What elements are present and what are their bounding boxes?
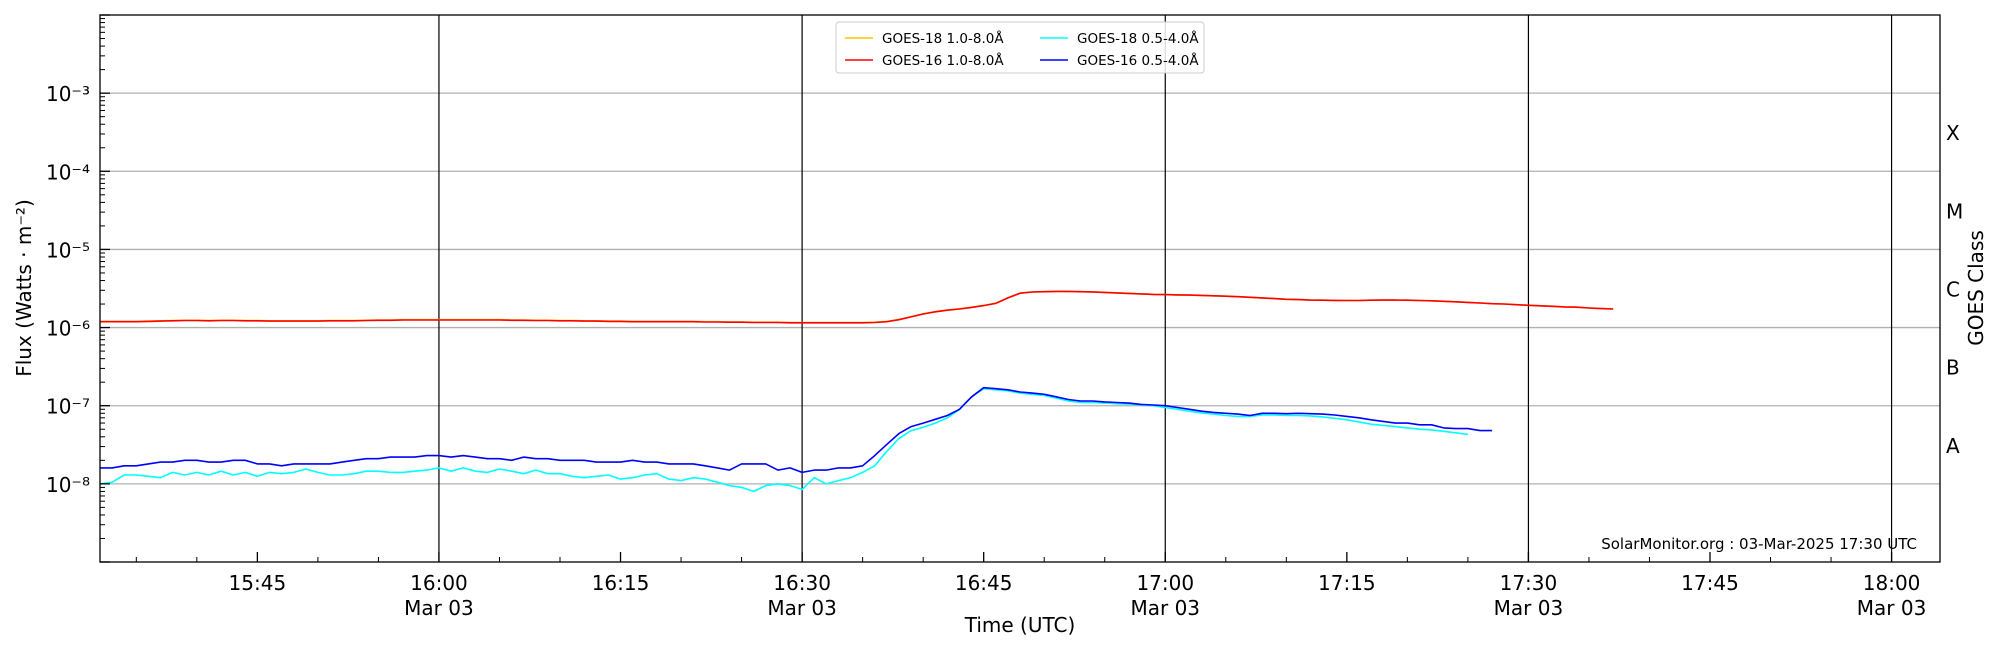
legend-label: GOES-16 1.0-8.0Å: [882, 52, 1004, 69]
legend-label: GOES-16 0.5-4.0Å: [1077, 52, 1199, 69]
y-tick-label: 10⁻⁸: [46, 473, 90, 497]
legend: GOES-18 1.0-8.0Å GOES-16 1.0-8.0Å GOES-18 …: [835, 21, 1205, 74]
goes-class-label: M: [1946, 199, 1963, 223]
x-tick-label: 16:30: [773, 571, 831, 595]
goes-class-label: C: [1946, 278, 1960, 302]
x-tick-date-label: Mar 03: [404, 596, 474, 620]
x-tick-label: 17:45: [1681, 571, 1739, 595]
x-tick-label: 16:00: [410, 571, 468, 595]
x-tick-label: 17:00: [1136, 571, 1194, 595]
series-line-4: [100, 386, 1493, 474]
grid-lines: [100, 92, 1940, 485]
y-tick-label: 10⁻³: [46, 82, 90, 106]
plot-frame: [99, 14, 1941, 563]
goes-class-label: A: [1946, 434, 1960, 458]
y-tick-label: 10⁻⁶: [46, 317, 90, 341]
legend-box: [835, 21, 1205, 74]
goes-class-label: B: [1946, 356, 1960, 380]
x-tick-date-label: Mar 03: [1494, 596, 1564, 620]
day-vertical-lines: [438, 15, 1893, 562]
series-lines: [99, 290, 1614, 493]
x-tick-label: 16:45: [955, 571, 1013, 595]
x-tick-label: 18:00: [1863, 571, 1921, 595]
y2-axis-label: GOES Class: [1964, 230, 1988, 346]
legend-label: GOES-18 0.5-4.0Å: [1077, 30, 1199, 47]
legend-label: GOES-18 1.0-8.0Å: [882, 30, 1004, 47]
x-tick-label: 17:15: [1318, 571, 1376, 595]
y-axis-label: Flux (Watts · m⁻²): [12, 199, 36, 377]
x-tick-label: 15:45: [229, 571, 287, 595]
goes-class-labels: A B C M X: [1946, 121, 1963, 458]
series-line-1: [100, 290, 1614, 324]
x-tick-date-label: Mar 03: [1130, 596, 1200, 620]
y-tick-label: 10⁻⁷: [46, 395, 90, 419]
x-tick-date-label: Mar 03: [767, 596, 837, 620]
x-tick-label: 17:30: [1500, 571, 1558, 595]
source-annotation: SolarMonitor.org : 03-Mar-2025 17:30 UTC: [1601, 535, 1917, 553]
series-line-2: [99, 387, 1469, 493]
y-tick-label: 10⁻⁴: [46, 160, 90, 184]
series-line-3: [100, 290, 1614, 324]
y-tick-label: 10⁻⁵: [46, 238, 90, 262]
y-axis-ticks: 10⁻³ 10⁻⁴ 10⁻⁵ 10⁻⁶ 10⁻⁷ 10⁻⁸: [46, 14, 110, 563]
goes-class-label: X: [1946, 121, 1960, 145]
x-tick-date-label: Mar 03: [1857, 596, 1927, 620]
x-axis-label: Time (UTC): [964, 613, 1076, 637]
x-tick-label: 16:15: [592, 571, 650, 595]
